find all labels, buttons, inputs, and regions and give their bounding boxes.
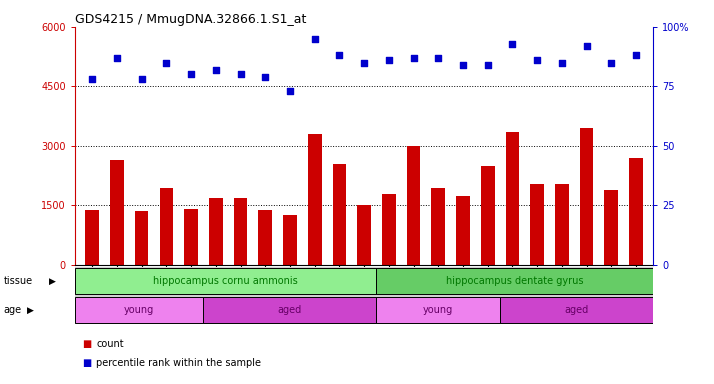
Point: [433, 55, 444, 61]
Bar: [135, 210, 149, 265]
Text: tissue: tissue: [4, 276, 33, 286]
Bar: [110, 160, 124, 265]
Bar: [86, 210, 99, 265]
Point: [358, 60, 370, 66]
Text: hippocampus cornu ammonis: hippocampus cornu ammonis: [154, 276, 298, 286]
Bar: [184, 209, 198, 265]
Bar: [357, 205, 371, 265]
Point: [284, 88, 296, 94]
Point: [507, 40, 518, 46]
Bar: [308, 134, 321, 265]
Point: [630, 52, 642, 58]
Point: [111, 55, 123, 61]
Text: count: count: [96, 339, 124, 349]
Point: [235, 71, 246, 78]
Text: ■: ■: [82, 339, 91, 349]
Bar: [75, 297, 203, 323]
Point: [309, 36, 321, 42]
Point: [605, 60, 617, 66]
Text: young: young: [423, 305, 453, 314]
Bar: [500, 297, 653, 323]
Bar: [75, 268, 376, 294]
Bar: [233, 198, 247, 265]
Point: [482, 62, 493, 68]
Text: ■: ■: [82, 358, 91, 368]
Point: [581, 43, 593, 49]
Bar: [481, 166, 495, 265]
Bar: [531, 184, 544, 265]
Bar: [160, 188, 174, 265]
Text: percentile rank within the sample: percentile rank within the sample: [96, 358, 261, 368]
Point: [161, 60, 172, 66]
Point: [408, 55, 419, 61]
Bar: [456, 195, 470, 265]
Bar: [506, 132, 519, 265]
Text: aged: aged: [278, 305, 302, 314]
Bar: [605, 190, 618, 265]
Text: age: age: [4, 305, 21, 315]
Point: [136, 76, 147, 82]
Bar: [333, 164, 346, 265]
Point: [186, 71, 197, 78]
Text: ▶: ▶: [49, 277, 56, 286]
Bar: [382, 194, 396, 265]
Point: [531, 57, 543, 63]
Bar: [376, 297, 500, 323]
Bar: [580, 128, 593, 265]
Point: [383, 57, 395, 63]
Bar: [209, 197, 223, 265]
Bar: [258, 210, 272, 265]
Text: aged: aged: [565, 305, 589, 314]
Point: [457, 62, 468, 68]
Bar: [407, 146, 421, 265]
Bar: [555, 184, 568, 265]
Text: hippocampus dentate gyrus: hippocampus dentate gyrus: [446, 276, 583, 286]
Text: young: young: [124, 305, 154, 314]
Bar: [629, 158, 643, 265]
Point: [556, 60, 568, 66]
Point: [86, 76, 98, 82]
Bar: [203, 297, 376, 323]
Text: GDS4215 / MmugDNA.32866.1.S1_at: GDS4215 / MmugDNA.32866.1.S1_at: [75, 13, 306, 26]
Point: [210, 67, 221, 73]
Bar: [431, 188, 445, 265]
Point: [260, 74, 271, 80]
Point: [333, 52, 345, 58]
Bar: [283, 215, 297, 265]
Text: ▶: ▶: [27, 306, 34, 314]
Bar: [376, 268, 653, 294]
